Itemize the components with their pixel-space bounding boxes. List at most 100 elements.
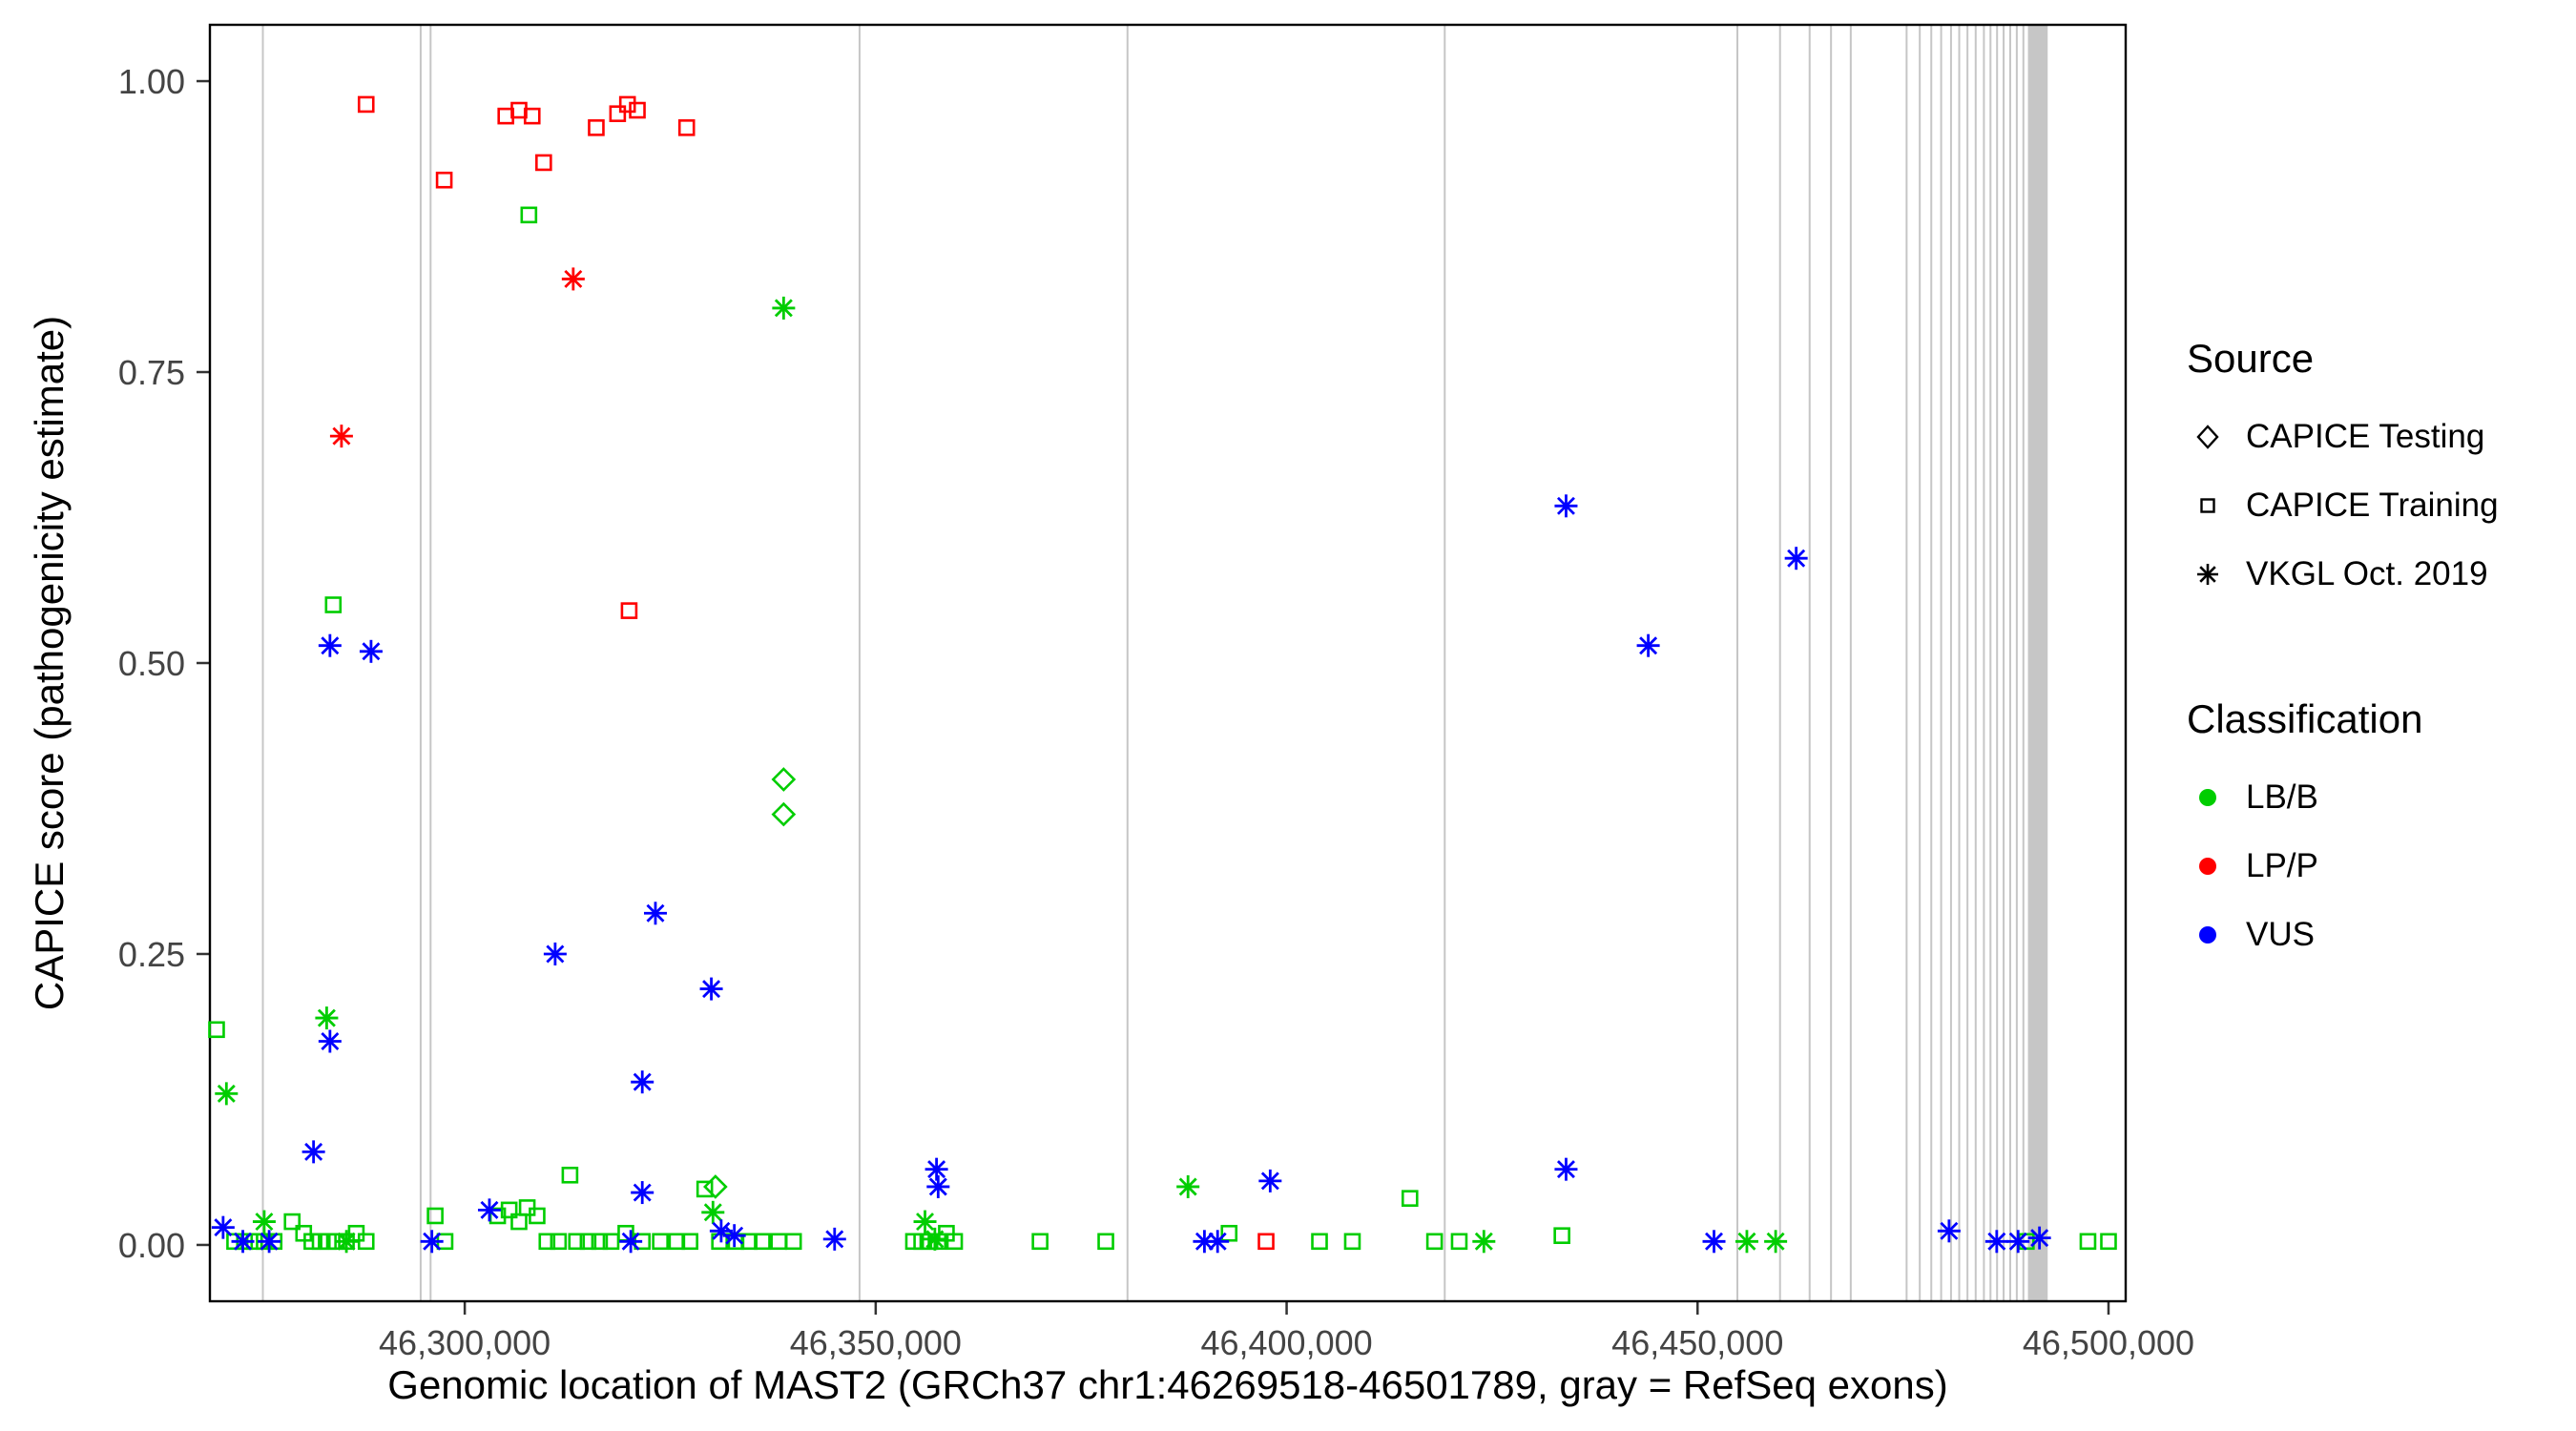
- refseq-exon-line: [1930, 25, 1933, 1301]
- classification-dot-icon: [2187, 778, 2229, 817]
- data-point-square: [208, 1021, 225, 1039]
- plot-panel-border: [208, 23, 2128, 1303]
- data-point-square: [324, 596, 343, 613]
- legend-source-items: CAPICE Testing CAPICE Training VKGL Oct. 2…: [2187, 403, 2499, 609]
- data-point-square: [620, 602, 638, 619]
- refseq-exon-line: [1126, 25, 1129, 1301]
- data-point-square: [609, 105, 627, 123]
- data-point-asterisk: [1984, 1230, 2008, 1254]
- data-point-asterisk: [211, 1215, 235, 1239]
- data-point-asterisk: [420, 1230, 444, 1254]
- refseq-exon-line: [1974, 25, 1977, 1301]
- data-point-square: [591, 1233, 609, 1251]
- data-point-square: [770, 1233, 787, 1251]
- data-point-square: [2100, 1233, 2117, 1251]
- data-point-square: [1401, 1190, 1419, 1207]
- data-point-square: [535, 154, 552, 172]
- refseq-exon-line: [261, 25, 264, 1301]
- refseq-exon-line: [1989, 25, 1992, 1301]
- x-tick-label: 46,450,000: [1611, 1323, 1783, 1362]
- data-point-asterisk: [359, 639, 383, 663]
- classification-dot-icon: [2187, 916, 2229, 954]
- refseq-exon-line: [1996, 25, 1999, 1301]
- x-tick-label: 46,400,000: [1200, 1323, 1372, 1362]
- refseq-exon-line: [2027, 25, 2048, 1301]
- y-tick-label: 0.50: [118, 644, 185, 683]
- data-point-square: [677, 119, 696, 136]
- data-point-square: [435, 171, 453, 189]
- legend-item-lb-b: LB/B: [2187, 763, 2499, 832]
- data-point-asterisk: [1764, 1230, 1788, 1254]
- data-point-asterisk: [923, 1227, 946, 1251]
- legend-item-vkgl-oct-2019: VKGL Oct. 2019: [2187, 540, 2499, 609]
- refseq-exon-line: [1849, 25, 1852, 1301]
- data-point-asterisk: [1206, 1230, 1230, 1254]
- data-point-square: [1097, 1233, 1114, 1251]
- data-point-asterisk: [543, 942, 567, 965]
- data-point-square: [579, 1233, 597, 1251]
- refseq-exon-line: [1830, 25, 1833, 1301]
- y-axis-title: CAPICE score (pathogenicity estimate): [27, 315, 72, 1011]
- refseq-exon-line: [1949, 25, 1952, 1301]
- refseq-exon-line: [419, 25, 422, 1301]
- refseq-exon-line: [1958, 25, 1961, 1301]
- data-point-square: [784, 1233, 802, 1251]
- legend-item-vus: VUS: [2187, 901, 2499, 969]
- data-point-square: [1553, 1227, 1570, 1244]
- diamond-icon: [2187, 418, 2229, 456]
- data-point-square: [283, 1213, 301, 1231]
- data-point-square: [681, 1233, 698, 1251]
- data-point-square: [1343, 1233, 1361, 1251]
- data-point-asterisk: [913, 1210, 937, 1234]
- data-point-square: [426, 1207, 444, 1225]
- legend-item-label: CAPICE Training: [2246, 487, 2499, 524]
- data-point-square: [520, 206, 538, 224]
- data-point-asterisk: [231, 1230, 255, 1254]
- data-point-square: [357, 95, 375, 114]
- data-point-asterisk: [619, 1230, 643, 1254]
- data-point-square: [696, 1180, 714, 1198]
- refseq-exon-line: [1444, 25, 1446, 1301]
- x-tick-label: 46,500,000: [2023, 1323, 2194, 1362]
- data-point-asterisk: [2027, 1226, 2051, 1250]
- data-point-asterisk: [1176, 1174, 1200, 1198]
- data-point-square: [1450, 1233, 1468, 1251]
- refseq-exon-line: [1940, 25, 1942, 1301]
- square-icon: [2187, 487, 2229, 525]
- data-point-asterisk: [318, 633, 342, 657]
- legend-item-label: VKGL Oct. 2019: [2246, 555, 2488, 592]
- data-point-asterisk: [701, 1200, 725, 1224]
- data-point-asterisk: [722, 1224, 746, 1248]
- data-point-square: [945, 1233, 964, 1251]
- y-tick-label: 1.00: [118, 62, 185, 101]
- data-point-square: [523, 107, 541, 125]
- data-point-square: [538, 1233, 556, 1251]
- legend-source-title: Source: [2187, 336, 2315, 381]
- refseq-exon-line: [1919, 25, 1922, 1301]
- data-point-square: [550, 1233, 568, 1251]
- y-tick-label: 0.00: [118, 1226, 185, 1265]
- data-point-asterisk: [924, 1157, 948, 1181]
- refseq-exon-line: [429, 25, 432, 1301]
- legend-item-label: CAPICE Testing: [2246, 418, 2485, 455]
- data-point-asterisk: [252, 1210, 276, 1234]
- legend-classification-title: Classification: [2187, 696, 2423, 741]
- data-point-asterisk: [1937, 1219, 1961, 1243]
- refseq-exon-line: [1983, 25, 1985, 1301]
- data-point-asterisk: [1472, 1230, 1496, 1254]
- data-point-diamond: [771, 801, 797, 827]
- classification-dot-icon: [2187, 847, 2229, 885]
- y-tick-label: 0.75: [118, 353, 185, 392]
- data-point-square: [588, 119, 605, 136]
- refseq-exon-line: [1735, 25, 1738, 1301]
- data-point-asterisk: [631, 1181, 654, 1205]
- data-point-diamond: [703, 1174, 728, 1199]
- data-point-square: [754, 1233, 771, 1251]
- legend: Source CAPICE Testing CAPICE Training VKGL…: [2187, 336, 2499, 969]
- data-point-square: [357, 1233, 375, 1251]
- data-point-square: [652, 1233, 669, 1251]
- data-point-asterisk: [926, 1174, 950, 1198]
- data-point-asterisk: [561, 267, 585, 291]
- data-point-asterisk: [301, 1140, 325, 1164]
